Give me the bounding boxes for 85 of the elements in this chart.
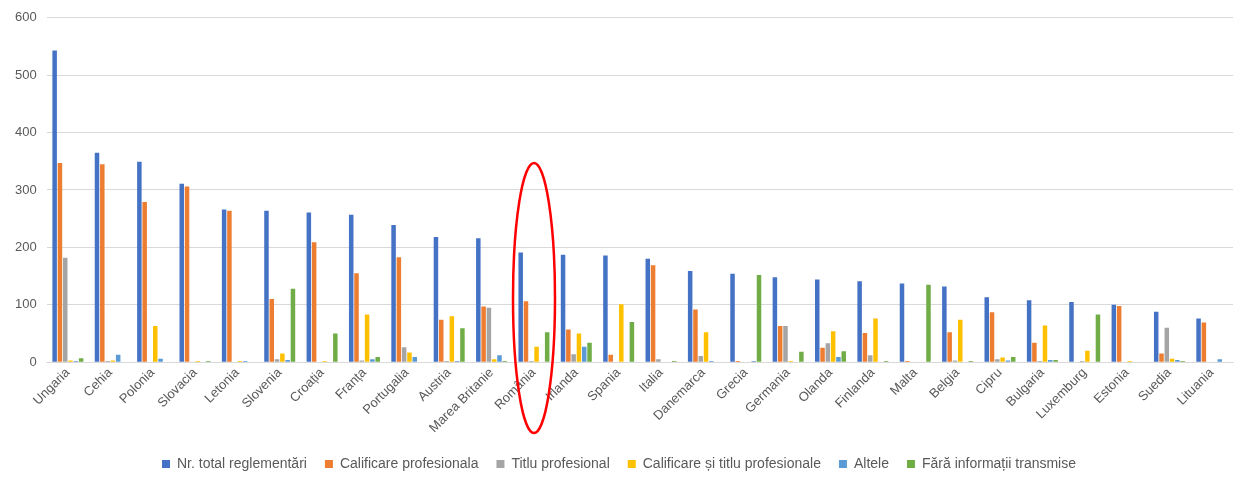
- bar: [873, 318, 878, 362]
- bar: [1042, 325, 1048, 362]
- bar: [179, 183, 184, 362]
- bar: [703, 332, 709, 362]
- bar: [52, 50, 57, 362]
- bar: [984, 297, 989, 362]
- legend-label: Fără informații transmise: [921, 454, 1077, 471]
- bar: [449, 316, 455, 362]
- bar: [401, 347, 407, 362]
- bar: [587, 342, 592, 362]
- bar: [783, 326, 788, 362]
- bar: [460, 328, 465, 362]
- bar: [333, 333, 338, 362]
- bar: [1032, 342, 1037, 362]
- bar: [100, 164, 105, 362]
- bar: [836, 357, 841, 362]
- bar: [1217, 359, 1223, 362]
- bar: [830, 331, 836, 362]
- bar: [407, 352, 412, 362]
- legend-label: Calificare profesionala: [339, 454, 479, 471]
- bar: [947, 332, 952, 362]
- y-tick-label: 200: [14, 238, 37, 254]
- y-tick-label: 500: [14, 66, 37, 82]
- bar: [576, 333, 582, 362]
- bar: [656, 359, 661, 362]
- bar: [1000, 357, 1005, 362]
- bar: [958, 319, 963, 362]
- bar: [497, 355, 502, 362]
- y-tick-label: 600: [14, 9, 37, 25]
- bar: [566, 329, 571, 362]
- bar: [815, 279, 820, 362]
- bar: [518, 252, 523, 362]
- bar: [370, 359, 375, 362]
- bar: [115, 354, 121, 362]
- bar: [603, 255, 608, 362]
- bar: [693, 309, 698, 362]
- bar: [153, 326, 158, 362]
- bar: [534, 346, 539, 362]
- bar: [523, 301, 529, 362]
- bar: [78, 358, 84, 362]
- bar: [730, 273, 735, 362]
- bar: [571, 354, 576, 362]
- bar: [1069, 301, 1074, 362]
- bar: [698, 355, 703, 362]
- y-tick-label: 400: [14, 124, 37, 140]
- bar: [280, 353, 285, 362]
- bar: [995, 359, 1000, 362]
- bar: [1169, 358, 1175, 362]
- bar: [1010, 357, 1016, 362]
- bar: [608, 354, 613, 362]
- bar: [391, 225, 396, 362]
- bar: [476, 238, 481, 362]
- bar: [619, 304, 624, 362]
- bar: [825, 343, 831, 362]
- bar: [412, 357, 418, 362]
- bar: [544, 332, 550, 362]
- bar: [491, 359, 497, 362]
- legend-label: Titlu profesional: [511, 454, 610, 471]
- bar: [820, 347, 825, 362]
- bar: [264, 210, 269, 362]
- bar: [1196, 318, 1201, 362]
- bar: [857, 281, 862, 362]
- bar: [1159, 353, 1164, 362]
- y-tick-label: 0: [29, 353, 37, 369]
- legend-label: Calificare și titlu profesionale: [642, 454, 822, 471]
- bar: [137, 161, 142, 362]
- bar: [354, 273, 359, 362]
- bar: [841, 351, 846, 362]
- legend-label: Altele: [853, 454, 890, 471]
- y-tick-label: 100: [14, 296, 37, 312]
- y-tick-label: 300: [14, 181, 37, 197]
- bar: [926, 284, 931, 362]
- bar: [227, 210, 232, 362]
- bar: [942, 286, 947, 362]
- bar: [158, 358, 163, 362]
- legend-label: Nr. total reglementări: [176, 454, 307, 471]
- bar: [989, 312, 995, 362]
- bar: [274, 359, 280, 362]
- bar: [481, 306, 486, 362]
- bar: [1085, 350, 1090, 362]
- bar: [375, 357, 380, 362]
- bar: [142, 202, 147, 362]
- bar: [1026, 300, 1032, 362]
- bar: [867, 355, 873, 362]
- bar: [799, 351, 804, 362]
